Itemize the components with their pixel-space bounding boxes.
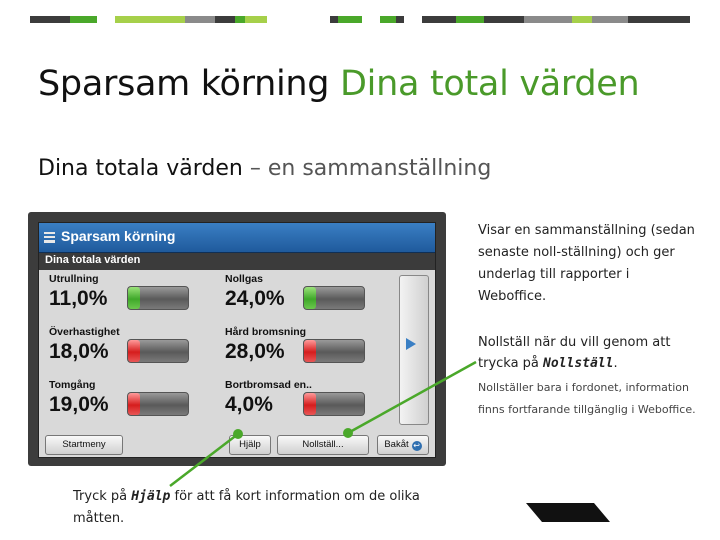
metric-value-overhastighet: 18,0% xyxy=(49,340,109,363)
subtitle-rest: – en sammanställning xyxy=(249,156,492,181)
gauge-utrullning xyxy=(127,286,189,310)
top-bar-segment xyxy=(628,16,690,23)
next-arrow-icon[interactable] xyxy=(406,338,416,350)
reset-button[interactable]: Nollställ... xyxy=(277,435,369,455)
top-bar-segment xyxy=(422,16,456,23)
top-bar-segment xyxy=(215,16,235,23)
gauge-hard-bromsning xyxy=(303,339,365,363)
top-bar-segment xyxy=(70,16,97,23)
back-button[interactable]: Bakåt ↩ xyxy=(377,435,429,455)
section-title: Dina totala värden xyxy=(45,254,141,266)
app-title: Sparsam körning xyxy=(61,228,176,244)
top-bar-segment xyxy=(592,16,628,23)
top-bar-segment xyxy=(330,16,338,23)
help-button[interactable]: Hjälp xyxy=(229,435,271,455)
top-bar-segment xyxy=(380,16,396,23)
gauge-fill xyxy=(304,340,316,362)
top-bar-segment xyxy=(30,16,70,23)
note-reset-prefix: Nollställ när du vill genom att trycka p… xyxy=(478,335,671,371)
top-bar-segment xyxy=(245,16,267,23)
gauge-fill xyxy=(128,287,140,309)
gauge-nollgas xyxy=(303,286,365,310)
gauge-tomgang xyxy=(127,392,189,416)
top-bar-segment xyxy=(524,16,572,23)
note-reset: Nollställ när du vill genom att trycka p… xyxy=(478,332,698,374)
section-bar: Dina totala värden xyxy=(39,253,435,270)
top-bar-segment xyxy=(235,16,245,23)
note-reset-suffix: . xyxy=(613,356,618,371)
slide-title-accent: Dina total värden xyxy=(340,64,640,104)
metric-label-nollgas: Nollgas xyxy=(225,273,263,285)
metric-value-nollgas: 24,0% xyxy=(225,287,285,310)
note-help-prefix: Tryck på xyxy=(73,489,132,504)
slide-title: Sparsam körning Dina total värden xyxy=(38,64,640,104)
gauge-overhastighet xyxy=(127,339,189,363)
back-button-label: Bakåt xyxy=(384,439,409,450)
slide-subtitle: Dina totala värden – en sammanställning xyxy=(38,156,491,181)
slide-title-main: Sparsam körning xyxy=(38,64,330,104)
metric-label-tomgang: Tomgång xyxy=(49,379,96,391)
gauge-fill xyxy=(128,393,140,415)
metric-value-bortbromsad: 4,0% xyxy=(225,393,273,416)
note-reset-keyword: Nollställ xyxy=(543,356,614,371)
top-bar-segment xyxy=(338,16,362,23)
top-bar-segment xyxy=(185,16,215,23)
corner-mark xyxy=(526,503,610,522)
scrollbar[interactable] xyxy=(399,275,429,425)
gauge-bortbromsad xyxy=(303,392,365,416)
note-help: Tryck på Hjälp för att få kort informati… xyxy=(73,486,453,530)
note-summary: Visar en sammanställning (sedan senaste … xyxy=(478,223,695,304)
metric-label-hard-bromsning: Hård bromsning xyxy=(225,326,307,338)
top-bar-segment xyxy=(572,16,592,23)
note-reset-detail: Nollställer bara i fordonet, information… xyxy=(478,381,696,416)
metric-value-hard-bromsning: 28,0% xyxy=(225,340,285,363)
metric-value-utrullning: 11,0% xyxy=(49,287,108,310)
metric-label-utrullning: Utrullning xyxy=(49,273,99,285)
device-screen: Sparsam körning Dina totala värden Utrul… xyxy=(38,222,436,458)
app-header: Sparsam körning xyxy=(39,223,435,253)
gauge-fill xyxy=(128,340,140,362)
back-arrow-icon: ↩ xyxy=(411,441,422,451)
gauge-fill xyxy=(304,287,316,309)
start-menu-button[interactable]: Startmeny xyxy=(45,435,123,455)
top-bar-segment xyxy=(456,16,484,23)
top-bar-segment xyxy=(484,16,524,23)
device-frame: Sparsam körning Dina totala värden Utrul… xyxy=(28,212,446,466)
list-icon[interactable] xyxy=(44,232,55,243)
note-help-suffix: för att få kort information om de olika … xyxy=(73,489,420,526)
top-bar-segment xyxy=(115,16,185,23)
metric-value-tomgang: 19,0% xyxy=(49,393,109,416)
metric-label-overhastighet: Överhastighet xyxy=(49,326,120,338)
note-help-keyword: Hjälp xyxy=(131,489,171,504)
gauge-fill xyxy=(304,393,316,415)
top-bar-segment xyxy=(396,16,404,23)
metric-label-bortbromsad: Bortbromsad en.. xyxy=(225,379,312,391)
subtitle-main: Dina totala värden xyxy=(38,156,243,181)
